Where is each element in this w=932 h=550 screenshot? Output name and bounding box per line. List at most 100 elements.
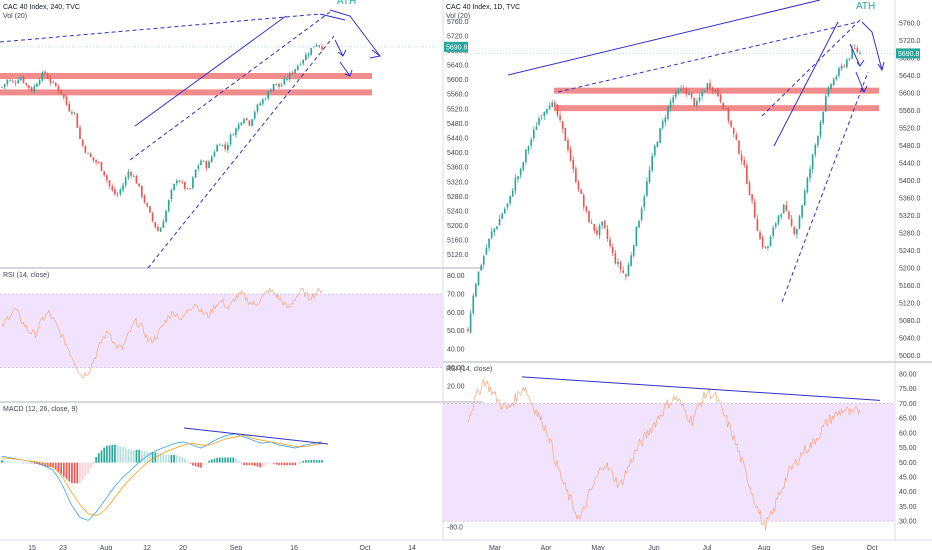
candle-body [79,127,81,140]
macd-histogram-bar [262,462,264,467]
candle-body [772,227,774,237]
candle-body [151,213,154,222]
candle-body [65,96,68,105]
macd-histogram-bar [213,458,216,463]
macd-histogram-bar [124,448,127,463]
candle-body [270,90,272,92]
macd-histogram-bar [170,454,173,463]
macd-histogram-bar [100,450,103,463]
price-tick-label: 5680.0 [899,55,921,62]
candle-body [103,171,106,176]
candle-body [672,97,675,103]
resistance-zone [554,105,879,112]
candle-body [73,112,76,114]
macd-histogram-bar [81,462,84,480]
candle-body [564,128,567,141]
macd-histogram-bar [76,462,79,484]
candle-body [535,126,538,130]
candle-body [218,144,221,146]
rsi-tick-label: 55.00 [899,445,917,452]
macd-histogram-bar [103,447,106,463]
candle-body [299,64,302,66]
candle-body [651,156,653,171]
candle-body [509,195,511,204]
macd-histogram-bar [111,444,114,463]
candle-body [748,182,751,196]
projection-arrow [849,43,861,67]
macd-histogram-bar [65,462,68,480]
candle-body [318,45,321,47]
candle-body [793,227,796,234]
macd-histogram-bar [253,462,256,466]
candle-body [41,72,44,81]
candle-body [669,101,672,108]
price-tick-label: 5440.0 [447,136,469,143]
candle-body [798,216,801,229]
candle-body [11,80,14,82]
macd-histogram-bar [189,462,192,464]
candle-body [229,134,232,145]
candle-body [63,94,65,98]
candle-body [84,145,87,153]
macd-histogram-bar [197,462,200,468]
candle-body [173,183,175,191]
candle-body [759,231,761,239]
candle-body [52,81,54,83]
time-tick-label: Jul [703,545,712,550]
candle-body [496,226,498,229]
candle-body [767,246,769,248]
macd-histogram-bar [87,462,89,474]
candle-body [656,141,659,148]
candle-body [525,149,527,162]
channel-line [557,21,859,93]
candle-body [175,180,178,184]
candle-body [189,188,192,190]
candle-body [751,194,753,201]
candle-body [504,208,506,214]
resistance-zone [0,73,372,79]
price-tick-label: 5320.0 [899,213,921,220]
price-tick-label: 5760.0 [447,19,469,26]
macd-histogram-bar [28,462,30,464]
price-tick-label: 5560.0 [447,92,469,99]
candle-body [485,248,488,255]
candle-body [76,113,79,128]
candle-body [25,83,28,85]
macd-histogram-bar [132,449,135,463]
candle-body [119,189,122,194]
candle-body [227,144,229,151]
macd-histogram-bar [192,462,194,466]
candle-body [210,156,213,162]
macd-histogram-bar [30,462,33,464]
price-tick-label: 5560.0 [899,108,921,115]
macd-histogram-bar [313,460,315,463]
time-tick-label: Apr [541,545,553,550]
candle-body [630,255,632,266]
candle-body [245,118,248,120]
candle-body [9,80,11,81]
time-tick-label: 20 [179,545,187,550]
projection-arrow [329,9,381,57]
candle-body [853,48,856,49]
time-tick-label: Jun [648,545,659,550]
candle-body [143,195,146,203]
trendline [507,0,821,76]
candle-body [635,226,638,246]
macd-histogram-bar [173,454,175,463]
candle-body [693,97,696,106]
rsi-tick-label: 20.00 [447,383,465,390]
candle-body [490,231,493,238]
time-tick-label: May [591,545,605,550]
price-tick-label: 5320.0 [447,179,469,186]
candle-body [661,121,664,128]
macd-histogram-bar [146,451,149,463]
price-tick-label: 5120.0 [899,301,921,308]
trendline [773,21,839,147]
candle-body [283,78,286,85]
candle-body [856,48,859,53]
signal-line [1,435,323,516]
rsi-tick-label: 60.00 [447,310,465,317]
macd-histogram-bar [275,462,278,465]
candle-body [280,84,283,87]
